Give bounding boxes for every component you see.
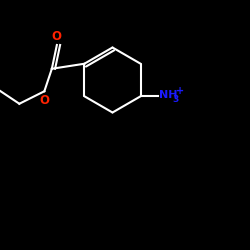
Text: O: O bbox=[52, 30, 62, 43]
Text: +: + bbox=[176, 86, 184, 96]
Text: 3: 3 bbox=[173, 96, 179, 104]
Text: NH: NH bbox=[160, 90, 178, 100]
Text: O: O bbox=[39, 94, 49, 107]
